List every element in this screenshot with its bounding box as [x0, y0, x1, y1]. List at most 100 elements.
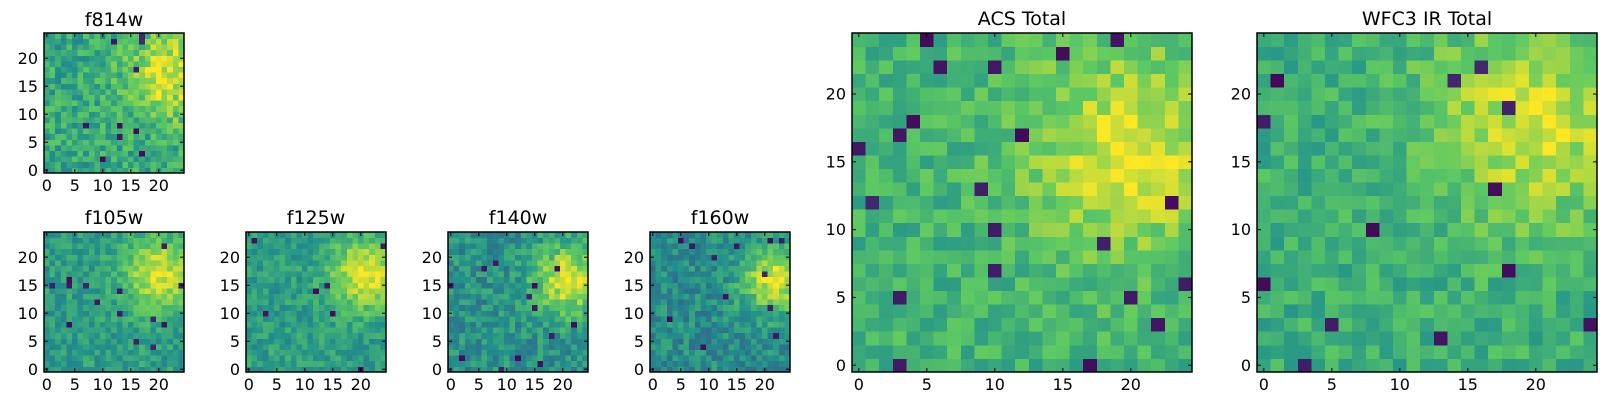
- heatmap-cell: [55, 276, 62, 283]
- heatmap-cell: [1338, 277, 1353, 292]
- heatmap-cell: [756, 276, 763, 283]
- heatmap-cell: [346, 338, 353, 345]
- heatmap-cell: [105, 288, 112, 294]
- heatmap-cell: [672, 355, 679, 362]
- heatmap-cell: [128, 61, 134, 67]
- heatmap-cell: [72, 355, 78, 362]
- heatmap-cell: [111, 61, 118, 67]
- heatmap-cell: [548, 248, 555, 255]
- heatmap-cell: [330, 288, 336, 294]
- heatmap-cell: [988, 222, 1002, 237]
- heatmap-cell: [77, 321, 84, 328]
- heatmap-cell: [156, 243, 162, 250]
- heatmap-cell: [689, 265, 696, 272]
- heatmap-cell: [44, 304, 50, 311]
- heatmap-cell: [88, 145, 95, 151]
- heatmap-cell: [1325, 236, 1339, 251]
- heatmap-cell: [172, 282, 179, 289]
- heatmap-cell: [88, 89, 95, 95]
- heatmap-cell: [77, 344, 84, 350]
- heatmap-cell: [487, 243, 494, 250]
- heatmap-cell: [352, 355, 359, 362]
- heatmap-cell: [1056, 331, 1070, 346]
- heatmap-cell: [1365, 114, 1380, 129]
- heatmap-cell: [784, 360, 791, 367]
- heatmap-cell: [246, 260, 252, 266]
- heatmap-cell: [1393, 33, 1407, 47]
- heatmap-cell: [1556, 127, 1571, 142]
- heatmap-cell: [122, 44, 129, 51]
- heatmap-cell: [492, 338, 499, 345]
- heatmap-cell: [346, 327, 353, 334]
- heatmap-cell: [60, 122, 67, 129]
- heatmap-cell: [83, 156, 90, 163]
- heatmap-cell: [498, 243, 505, 250]
- heatmap-cell: [767, 237, 774, 244]
- heatmap-cell: [655, 321, 662, 328]
- heatmap-cell: [1433, 60, 1448, 75]
- heatmap-cell: [150, 260, 157, 266]
- heatmap-cell: [94, 161, 101, 168]
- heatmap-cell: [116, 355, 123, 362]
- heatmap-cell: [346, 276, 353, 283]
- heatmap-cell: [178, 122, 185, 129]
- heatmap-cell: [144, 150, 151, 157]
- heatmap-cell: [296, 288, 303, 294]
- heatmap-cell: [1406, 182, 1421, 197]
- heatmap-cell: [515, 265, 522, 272]
- heatmap-cell: [1270, 168, 1285, 183]
- heatmap-cell: [1461, 33, 1475, 47]
- heatmap-cell: [88, 105, 95, 112]
- heatmap-cell: [72, 243, 78, 250]
- heatmap-cell: [139, 55, 146, 62]
- heatmap-cell: [94, 72, 101, 79]
- heatmap-cell: [1474, 141, 1489, 156]
- heatmap-cell: [865, 331, 880, 346]
- heatmap-cell: [470, 237, 477, 244]
- heatmap-cell: [1515, 222, 1530, 237]
- heatmap-cell: [734, 276, 740, 283]
- heatmap-cell: [1420, 290, 1435, 305]
- heatmap-cell: [66, 360, 73, 367]
- heatmap-cell: [1515, 317, 1530, 332]
- heatmap-cell: [1325, 344, 1339, 359]
- heatmap-cell: [128, 94, 134, 101]
- heatmap-cell: [178, 232, 185, 238]
- heatmap-cell: [128, 117, 134, 123]
- heatmap-cell: [706, 243, 712, 250]
- heatmap-cell: [947, 344, 962, 359]
- heatmap-cell: [55, 61, 62, 67]
- heatmap-cell: [666, 349, 673, 356]
- heatmap-cell: [582, 355, 589, 362]
- heatmap-cell: [1447, 263, 1462, 278]
- heatmap-cell: [1042, 100, 1057, 115]
- heatmap-cell: [279, 310, 286, 317]
- heatmap-cell: [974, 182, 989, 197]
- heatmap-cell: [335, 316, 342, 322]
- heatmap-cell: [974, 46, 989, 61]
- heatmap-cell: [307, 344, 314, 350]
- heatmap-cell: [122, 156, 129, 163]
- y-tick-label: 0: [28, 161, 38, 180]
- heatmap-cell: [1096, 114, 1111, 129]
- heatmap-cell: [77, 310, 84, 317]
- heatmap-cell: [947, 195, 962, 210]
- heatmap-cell: [750, 260, 757, 266]
- heatmap-cell: [582, 321, 589, 328]
- heatmap-cell: [554, 310, 561, 317]
- heatmap-cell: [346, 254, 353, 261]
- heatmap-cell: [750, 282, 757, 289]
- heatmap-cell: [94, 316, 101, 322]
- heatmap-cell: [1015, 331, 1030, 346]
- heatmap-cells: [44, 33, 185, 174]
- heatmap-cell: [83, 248, 90, 255]
- x-tick-label: 20: [149, 176, 169, 195]
- heatmap-cell: [1488, 87, 1503, 102]
- heatmap-cell: [55, 310, 62, 317]
- heatmap-cell: [532, 321, 538, 328]
- heatmap-cell: [363, 321, 370, 328]
- heatmap-cell: [128, 150, 134, 157]
- heatmap-cell: [532, 282, 538, 289]
- heatmap-cell: [582, 232, 589, 238]
